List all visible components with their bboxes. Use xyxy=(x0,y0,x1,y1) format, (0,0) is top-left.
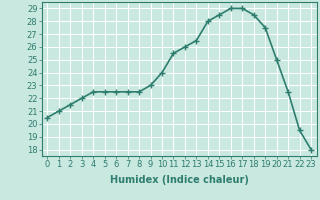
X-axis label: Humidex (Indice chaleur): Humidex (Indice chaleur) xyxy=(110,175,249,185)
